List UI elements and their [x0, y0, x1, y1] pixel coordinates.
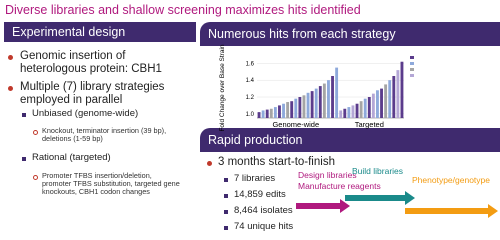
- bar: [335, 67, 339, 118]
- bar: [273, 107, 277, 118]
- bar: [343, 108, 347, 118]
- y-tick-label: 1.4: [246, 78, 255, 84]
- bullet-text: Rational (targeted): [32, 152, 111, 163]
- bar: [282, 103, 285, 118]
- bar: [261, 110, 265, 118]
- chart: Fold Change over Base Strain Design libr…: [219, 44, 498, 218]
- bar: [314, 88, 318, 118]
- bullet: [224, 226, 228, 230]
- bar: [290, 101, 294, 118]
- arrow: [296, 199, 350, 213]
- slide: Diverse libraries and shallow screening …: [4, 3, 500, 232]
- bullet-text: Promoter TFBS insertion/deletion, promot…: [42, 171, 180, 197]
- bar: [371, 93, 375, 118]
- bar: [322, 83, 326, 118]
- section-header: Experimental design: [4, 22, 196, 42]
- bar: [359, 101, 363, 118]
- bar: [351, 105, 355, 118]
- legend-swatch: [410, 74, 414, 77]
- bar: [384, 84, 388, 118]
- y-axis-label: Fold Change over Base Strain: [219, 44, 226, 131]
- legend-swatch: [410, 68, 414, 71]
- step-label: Phenotype/genotype: [412, 175, 490, 185]
- y-tick-label: 1.0: [246, 112, 255, 118]
- bullet-text: 3 months start-to-finish: [218, 156, 335, 168]
- bar: [318, 86, 322, 118]
- bullet: [22, 113, 26, 117]
- y-tick-label: 1.6: [246, 61, 255, 67]
- step-label: Manufacture reagents: [298, 181, 381, 191]
- bar: [265, 109, 269, 118]
- bullet: [33, 130, 38, 135]
- arrow: [345, 191, 415, 205]
- bar: [286, 102, 290, 118]
- bar: [388, 80, 392, 118]
- bullet-text: 7 libraries: [234, 173, 276, 184]
- bar: [294, 98, 298, 118]
- bullet-text: Multiple (7) library strategies employed…: [20, 81, 165, 106]
- bullet: [207, 161, 212, 166]
- bar: [278, 105, 281, 118]
- slide-title: Diverse libraries and shallow screening …: [5, 3, 361, 17]
- step-label: Build libraries: [352, 166, 403, 176]
- bullet: [22, 157, 26, 161]
- section-header: Rapid production: [200, 128, 500, 152]
- step-label: Design libraries: [298, 170, 357, 180]
- bar: [306, 92, 310, 118]
- bar: [396, 70, 400, 118]
- bar: [269, 108, 273, 118]
- bar: [347, 107, 351, 118]
- bar: [302, 95, 306, 118]
- bar: [355, 103, 359, 118]
- x-tick-label: Genome-wide: [272, 120, 319, 129]
- legend: [410, 56, 414, 77]
- bar: [331, 76, 334, 118]
- bullet: [33, 175, 38, 180]
- bullet-text: Unbiased (genome-wide): [32, 108, 139, 119]
- bullet-text: Genomic insertion of heterologous protei…: [20, 50, 162, 75]
- bullet: [224, 194, 228, 198]
- bar: [339, 110, 343, 118]
- bullet-text: 74 unique hits: [234, 221, 294, 232]
- bullet: [8, 55, 13, 60]
- y-tick-label: 1.2: [246, 95, 255, 101]
- bullet: [224, 210, 228, 214]
- bar: [367, 97, 371, 118]
- bar: [376, 90, 379, 118]
- legend-swatch: [410, 62, 414, 65]
- section-header: Numerous hits from each strategy: [200, 22, 500, 46]
- bullet: [8, 86, 13, 91]
- bullet-text: Knockout, terminator insertion (39 bp), …: [42, 126, 167, 144]
- bar: [257, 112, 261, 118]
- bar: [327, 80, 330, 118]
- bar: [392, 76, 396, 118]
- bar: [298, 97, 302, 118]
- bullet: [224, 178, 228, 182]
- arrow: [405, 204, 498, 218]
- legend-swatch: [410, 56, 414, 59]
- bar: [310, 91, 314, 118]
- bar: [363, 98, 367, 118]
- x-tick-label: Targeted: [355, 120, 384, 129]
- bullet-text: 8,464 isolates: [234, 205, 293, 216]
- bar: [400, 61, 404, 118]
- bar: [380, 88, 383, 118]
- bullet-text: 14,859 edits: [234, 189, 286, 200]
